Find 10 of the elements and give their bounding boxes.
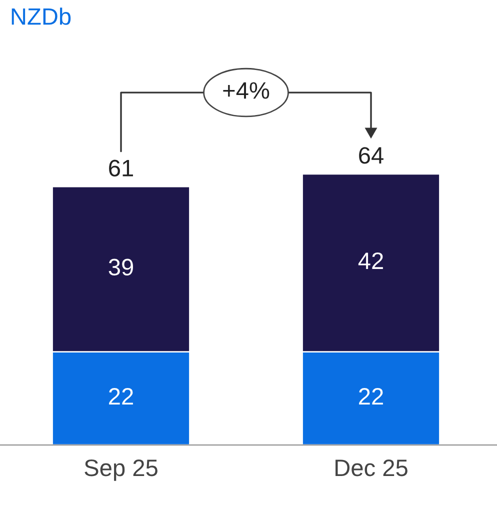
data-label: 22 <box>359 388 383 405</box>
total-label: 64 <box>359 147 384 164</box>
data-label: 39 <box>108 258 134 276</box>
data-label: 42 <box>358 252 383 269</box>
data-label: 22 <box>109 388 133 405</box>
x-tick-label: Sep 25 <box>84 460 158 481</box>
total-label: 61 <box>109 160 133 176</box>
text: +4% <box>223 82 270 99</box>
chart-title: NZDb <box>12 8 71 25</box>
x-tick-label: Dec 25 <box>336 460 408 476</box>
